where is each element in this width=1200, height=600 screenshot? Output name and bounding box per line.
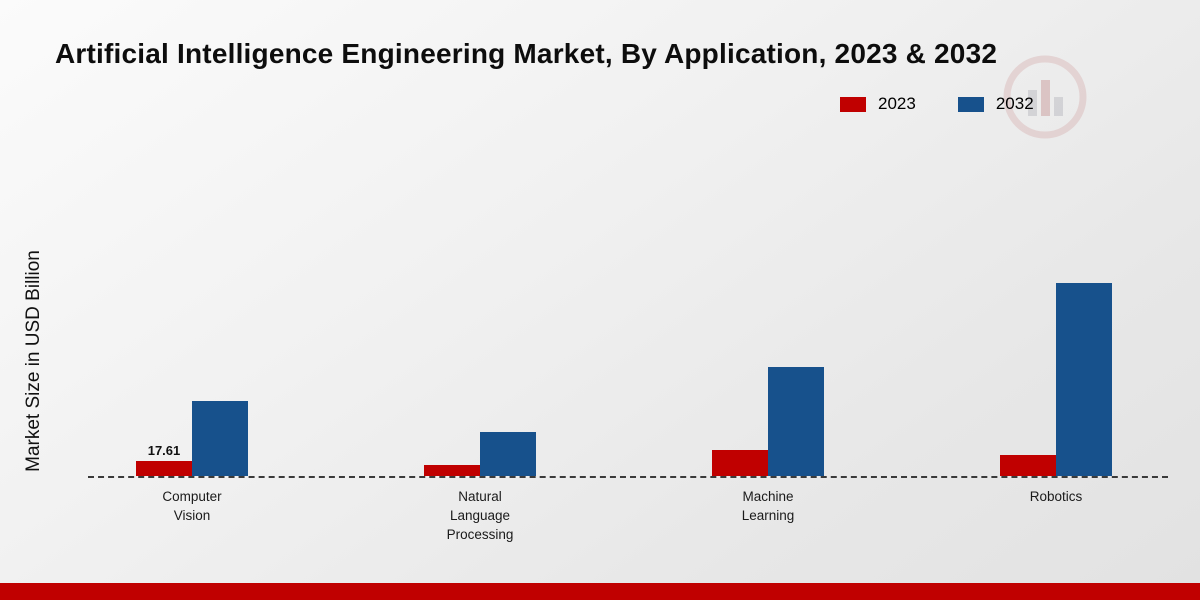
bar-2023-robotics[interactable] bbox=[1000, 454, 1056, 476]
legend-label-2032: 2032 bbox=[995, 94, 1034, 113]
legend-item-2023[interactable]: 2023 bbox=[840, 94, 916, 114]
bar-group-computer-vision: 17.61 bbox=[48, 272, 336, 476]
bar-groups: 17.61 bbox=[48, 272, 1200, 476]
legend-swatch-2023 bbox=[840, 96, 866, 112]
category-label-machine-learning: Machine Learning bbox=[741, 489, 795, 523]
bar-2023-natural-language-processing[interactable] bbox=[424, 464, 480, 476]
category-label-natural-language-processing: Natural Language Processing bbox=[446, 489, 514, 542]
category-label-robotics: Robotics bbox=[1029, 489, 1083, 504]
footer-accent-stripe bbox=[0, 583, 1200, 600]
bar-group-robotics bbox=[912, 272, 1200, 476]
legend: 2023 2032 bbox=[840, 94, 1034, 114]
bar-2032-natural-language-processing[interactable] bbox=[480, 431, 536, 476]
bar-value-label-2023-computer-vision: 17.61 bbox=[147, 443, 181, 458]
category-label-computer-vision: Computer Vision bbox=[162, 489, 222, 523]
legend-item-2032[interactable]: 2032 bbox=[957, 94, 1034, 114]
bar-2032-machine-learning[interactable] bbox=[768, 367, 824, 476]
bar-2023-machine-learning[interactable] bbox=[712, 450, 768, 476]
bar-group-natural-language-processing bbox=[336, 272, 624, 476]
legend-swatch-2032 bbox=[957, 96, 984, 112]
chart-title: Artificial Intelligence Engineering Mark… bbox=[55, 38, 998, 69]
bar-2032-robotics[interactable] bbox=[1056, 283, 1112, 476]
x-axis-baseline bbox=[88, 476, 1168, 478]
plot-area: 17.61 Computer Vision Natural Language Proce… bbox=[0, 272, 1200, 542]
bar-group-machine-learning bbox=[624, 272, 912, 476]
bar-2032-computer-vision[interactable] bbox=[192, 401, 248, 476]
bar-2023-computer-vision[interactable]: 17.61 bbox=[136, 443, 192, 476]
category-labels: Computer Vision Natural Language Processing M… bbox=[48, 488, 1200, 545]
legend-label-2023: 2023 bbox=[878, 94, 916, 113]
